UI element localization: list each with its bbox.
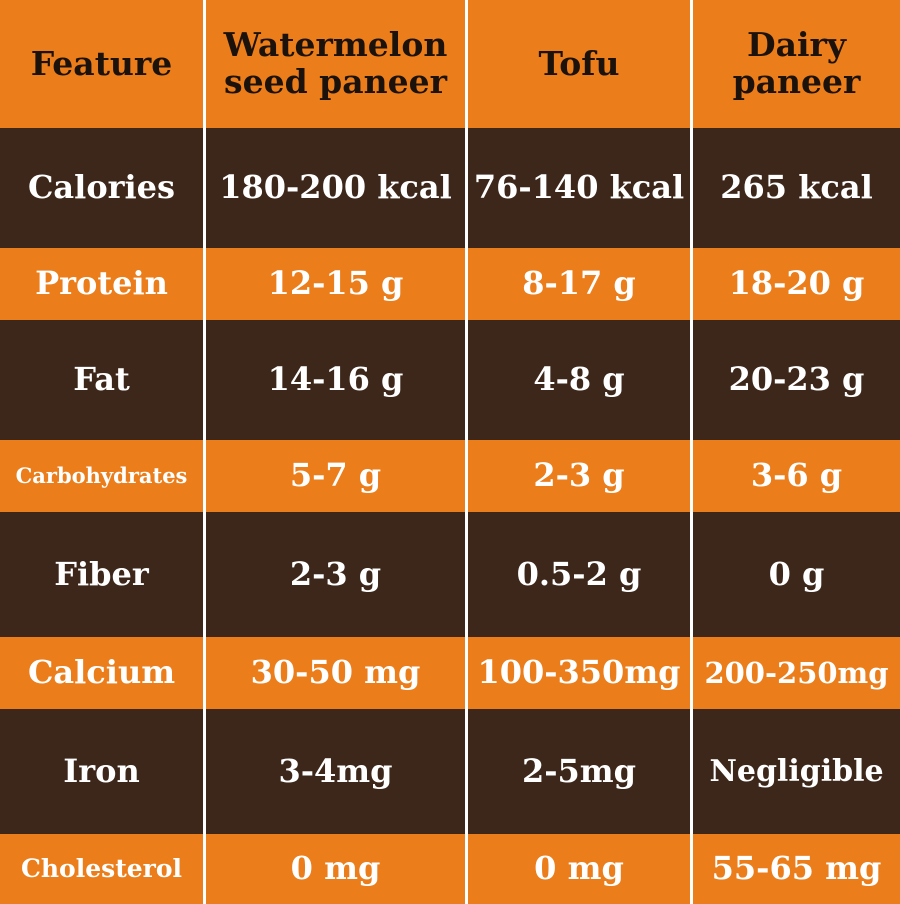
dairy-value: Negligible <box>693 709 900 834</box>
header-dairy-paneer: Dairy paneer <box>693 0 900 128</box>
tofu-value: 0.5-2 g <box>468 512 693 637</box>
row-label: Calories <box>0 128 206 248</box>
dairy-value: 18-20 g <box>693 248 900 320</box>
row-label: Iron <box>0 709 206 834</box>
watermelon-value: 5-7 g <box>206 440 468 512</box>
tofu-value: 2-3 g <box>468 440 693 512</box>
watermelon-value: 30-50 mg <box>206 637 468 709</box>
watermelon-value: 12-15 g <box>206 248 468 320</box>
dairy-value: 20-23 g <box>693 320 900 440</box>
dairy-value: 3-6 g <box>693 440 900 512</box>
tofu-value: 0 mg <box>468 834 693 904</box>
tofu-value: 2-5mg <box>468 709 693 834</box>
watermelon-value: 2-3 g <box>206 512 468 637</box>
row-label: Calcium <box>0 637 206 709</box>
row-label: Cholesterol <box>0 834 206 904</box>
row-label: Fiber <box>0 512 206 637</box>
header-feature: Feature <box>0 0 206 128</box>
dairy-value: 55-65 mg <box>693 834 900 904</box>
dairy-value: 200-250mg <box>693 637 900 709</box>
header-watermelon-seed-paneer: Watermelon seed paneer <box>206 0 468 128</box>
tofu-value: 4-8 g <box>468 320 693 440</box>
row-label: Protein <box>0 248 206 320</box>
watermelon-value: 3-4mg <box>206 709 468 834</box>
watermelon-value: 14-16 g <box>206 320 468 440</box>
header-tofu: Tofu <box>468 0 693 128</box>
row-label: Fat <box>0 320 206 440</box>
row-label: Carbohydrates <box>0 440 206 512</box>
watermelon-value: 0 mg <box>206 834 468 904</box>
tofu-value: 8-17 g <box>468 248 693 320</box>
watermelon-value: 180-200 kcal <box>206 128 468 248</box>
dairy-value: 0 g <box>693 512 900 637</box>
dairy-value: 265 kcal <box>693 128 900 248</box>
tofu-value: 100-350mg <box>468 637 693 709</box>
tofu-value: 76-140 kcal <box>468 128 693 248</box>
